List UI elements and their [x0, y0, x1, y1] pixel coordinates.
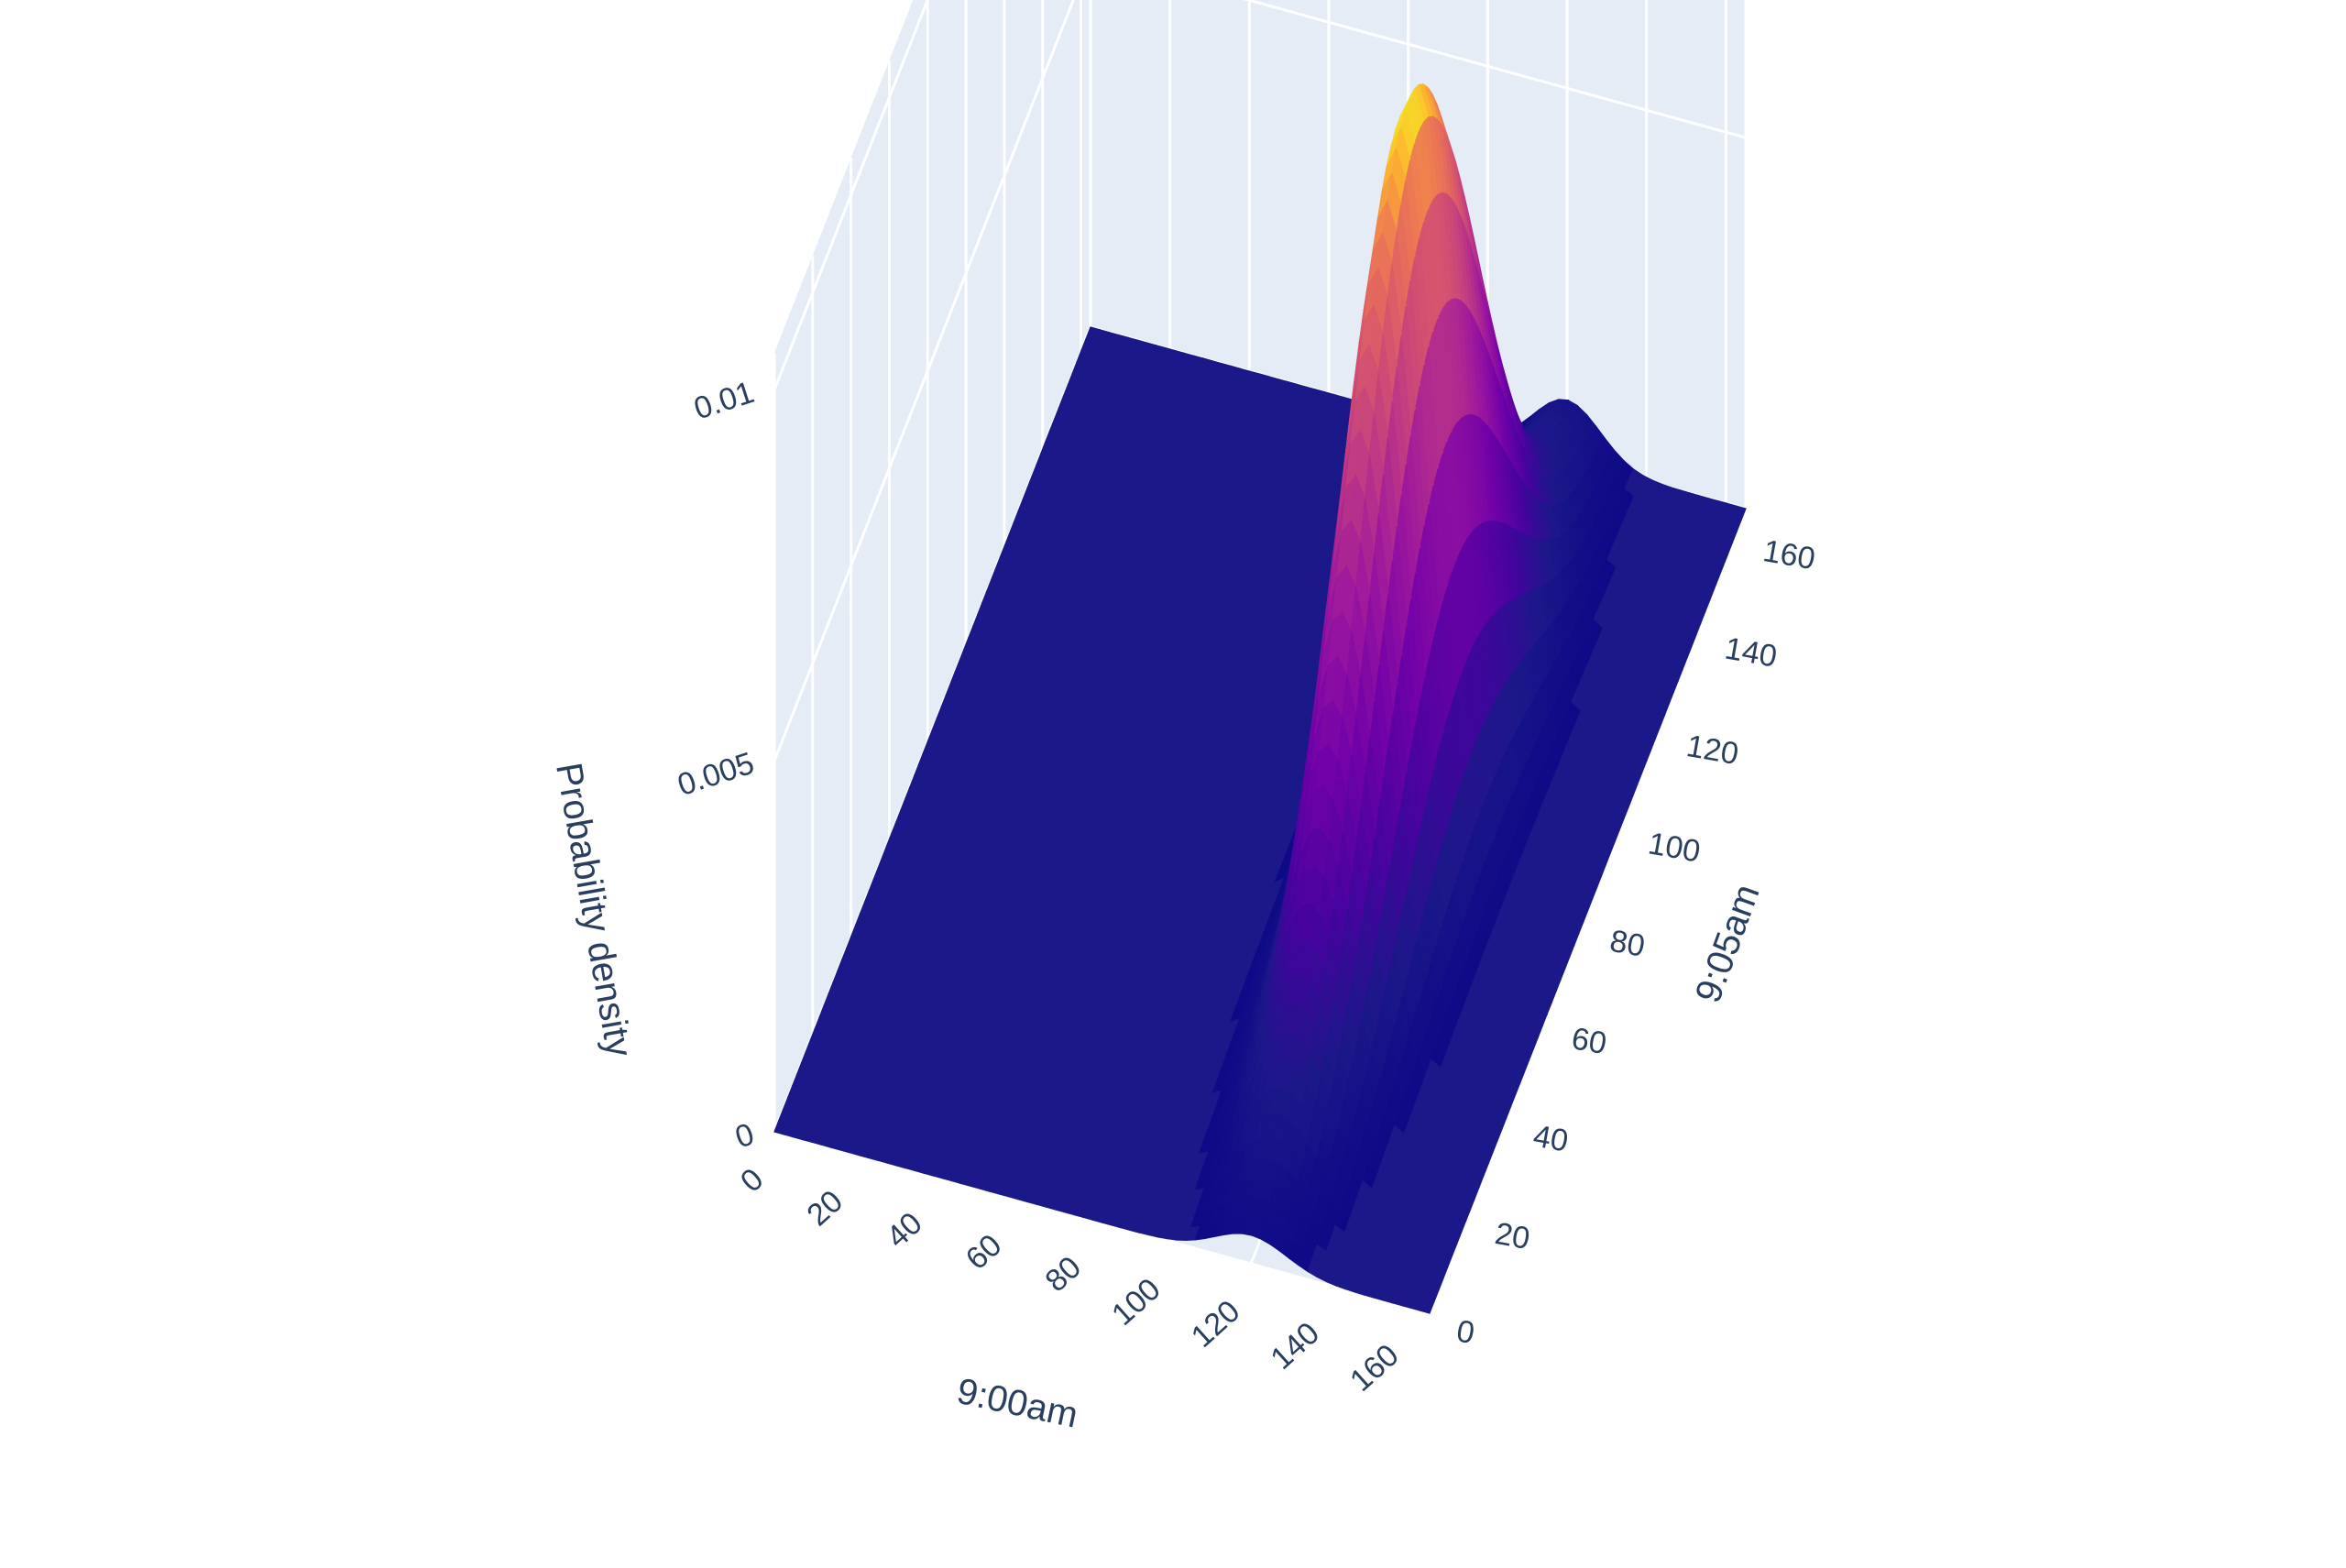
z-axis-title: Probability density: [548, 760, 640, 1059]
z-gridline: [1243, 0, 1747, 139]
z-tick-label: 0.005: [674, 746, 759, 803]
x-tick-label: 0: [734, 1162, 770, 1200]
x-tick-label: 80: [1038, 1250, 1088, 1299]
x-axis-title: 9:00am: [953, 1371, 1081, 1436]
x-tick-label: 40: [880, 1206, 929, 1255]
y-tick-label: 160: [1760, 533, 1817, 576]
z-gridline: [773, 0, 929, 391]
x-tick-label: 160: [1343, 1338, 1406, 1398]
x-tick-label: 100: [1105, 1272, 1168, 1332]
y-axis-title: 9:05am: [1688, 879, 1768, 1007]
y-tick-label: 80: [1607, 924, 1648, 964]
surface-mesh: [773, 82, 1747, 1314]
z-axis-ticks: 0 0.005 0.01: [674, 375, 759, 1156]
x-tick-label: 60: [959, 1228, 1009, 1277]
y-tick-label: 0: [1454, 1313, 1477, 1351]
x-tick-label: 140: [1264, 1316, 1326, 1376]
y-tick-label: 60: [1569, 1021, 1609, 1061]
x-tick-label: 120: [1185, 1294, 1247, 1354]
z-gridline: [773, 0, 1075, 762]
y-tick-label: 40: [1530, 1119, 1571, 1159]
x-tick-label: 20: [800, 1184, 850, 1234]
left-wall-pane: [774, 0, 1091, 1132]
y-tick-label: 100: [1646, 826, 1703, 869]
z-tick-label: 0.01: [690, 375, 759, 427]
z-tick-label: 0: [731, 1116, 759, 1155]
y-tick-label: 120: [1684, 729, 1741, 772]
y-tick-label: 140: [1722, 630, 1779, 674]
y-tick-label: 20: [1492, 1216, 1532, 1256]
